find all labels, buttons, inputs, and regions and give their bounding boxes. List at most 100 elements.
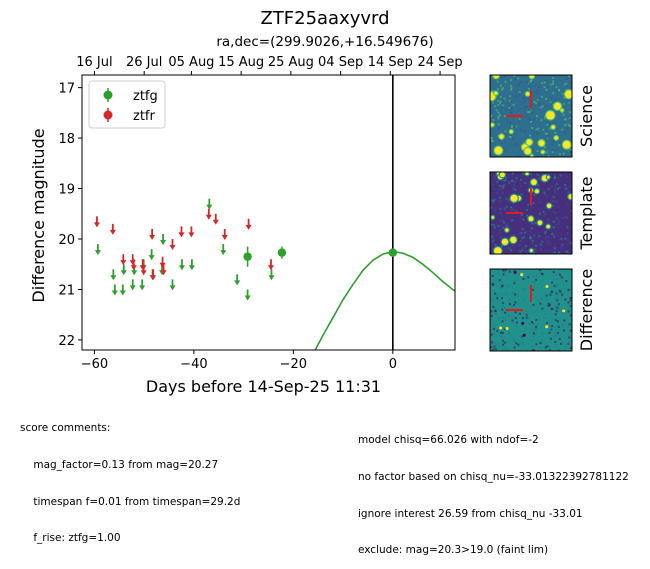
noise-pixel: [546, 241, 549, 243]
noise-pixel: [505, 109, 508, 112]
noise-pixel: [504, 269, 507, 272]
noise-pixel: [492, 184, 494, 187]
noise-pixel: [508, 99, 511, 102]
noise-pixel: [509, 95, 512, 98]
limit-arrowhead: [149, 234, 156, 240]
noise-pixel: [498, 185, 501, 187]
noise-pixel: [503, 207, 506, 210]
noise-pixel: [521, 287, 524, 290]
noise-pixel: [566, 176, 568, 179]
ztfr-upper-limit-marker: [140, 264, 147, 276]
noise-pixel: [491, 275, 494, 277]
comment-line: exclude: mag=20.3>19.0 (faint lim): [358, 544, 549, 557]
limit-arrowhead: [139, 285, 146, 291]
noise-pixel: [570, 213, 572, 216]
noise-pixel: [499, 101, 502, 104]
noise-pixel: [567, 99, 570, 102]
noise-pixel: [548, 243, 551, 246]
noise-pixel: [554, 313, 557, 316]
noise-pixel: [524, 310, 527, 312]
noise-pixel: [565, 88, 568, 91]
noise-pixel: [517, 83, 520, 86]
cutout-image: [490, 172, 572, 254]
noise-pixel: [563, 120, 566, 123]
noise-pixel: [510, 220, 513, 223]
noise-pixel: [500, 243, 503, 246]
ztfr-upper-limit-marker: [160, 264, 167, 276]
noise-pixel: [495, 313, 498, 315]
noise-pixel: [551, 139, 554, 142]
noise-pixel: [569, 151, 572, 153]
noise-pixel: [512, 208, 515, 211]
source-core: [551, 125, 555, 129]
source-core: [546, 203, 552, 208]
ztfg-upper-limit-marker: [160, 233, 167, 245]
noise-pixel: [529, 80, 532, 83]
noise-pixel: [533, 235, 536, 238]
noise-pixel: [564, 184, 566, 186]
noise-pixel: [530, 111, 533, 114]
noise-pixel: [497, 224, 500, 227]
noise-pixel: [515, 94, 518, 97]
noise-pixel: [570, 225, 572, 228]
noise-pixel: [499, 223, 502, 226]
noise-pixel: [507, 310, 510, 313]
noise-pixel: [507, 300, 510, 303]
ztfg-upper-limit-marker: [94, 244, 101, 256]
noise-pixel: [490, 318, 493, 321]
noise-pixel: [505, 292, 508, 295]
noise-pixel: [547, 188, 550, 191]
legend-marker: [103, 110, 113, 120]
noise-pixel: [499, 345, 501, 347]
noise-pixel: [499, 111, 502, 114]
source-core: [541, 150, 545, 154]
noise-pixel: [547, 217, 550, 220]
noise-pixel: [496, 329, 499, 332]
noise-pixel: [492, 306, 495, 308]
ztfg-upper-limit-marker: [139, 279, 146, 291]
noise-pixel: [495, 109, 498, 112]
noise-pixel: [550, 96, 553, 99]
noise-pixel: [502, 133, 505, 135]
source-core: [501, 238, 509, 246]
noise-pixel: [523, 100, 526, 103]
noise-pixel: [494, 272, 497, 275]
noise-pixel: [492, 284, 495, 286]
noise-pixel: [508, 298, 511, 301]
noise-pixel: [554, 305, 557, 308]
noise-pixel: [546, 345, 549, 348]
noise-pixel: [501, 320, 504, 323]
noise-pixel: [518, 273, 521, 276]
noise-pixel: [545, 194, 548, 197]
y-tick-label: 22: [58, 334, 75, 349]
noise-pixel: [514, 292, 517, 294]
noise-pixel: [541, 307, 544, 310]
noise-pixel: [554, 188, 557, 191]
noise-pixel: [512, 137, 515, 140]
noise-pixel: [515, 143, 518, 145]
noise-pixel: [519, 81, 522, 84]
noise-pixel: [497, 100, 500, 102]
noise-pixel: [508, 303, 511, 306]
noise-pixel: [561, 324, 564, 327]
noise-pixel: [508, 121, 511, 124]
noise-pixel: [523, 98, 526, 101]
noise-pixel: [524, 106, 526, 109]
noise-pixel: [535, 128, 538, 131]
noise-pixel: [505, 205, 508, 208]
noise-pixel: [535, 327, 537, 330]
noise-pixel: [498, 279, 501, 282]
noise-pixel: [501, 88, 504, 91]
noise-pixel: [511, 219, 514, 222]
noise-pixel: [510, 79, 512, 82]
noise-pixel: [551, 325, 554, 328]
noise-pixel: [569, 184, 572, 187]
noise-pixel: [568, 323, 571, 326]
noise-pixel: [501, 245, 503, 248]
comment-line: model chisq=66.026 with ndof=-2: [358, 434, 539, 447]
noise-pixel: [532, 335, 535, 338]
noise-pixel: [538, 174, 540, 177]
noise-pixel: [544, 146, 547, 149]
noise-pixel: [557, 222, 560, 225]
noise-pixel: [566, 127, 569, 130]
